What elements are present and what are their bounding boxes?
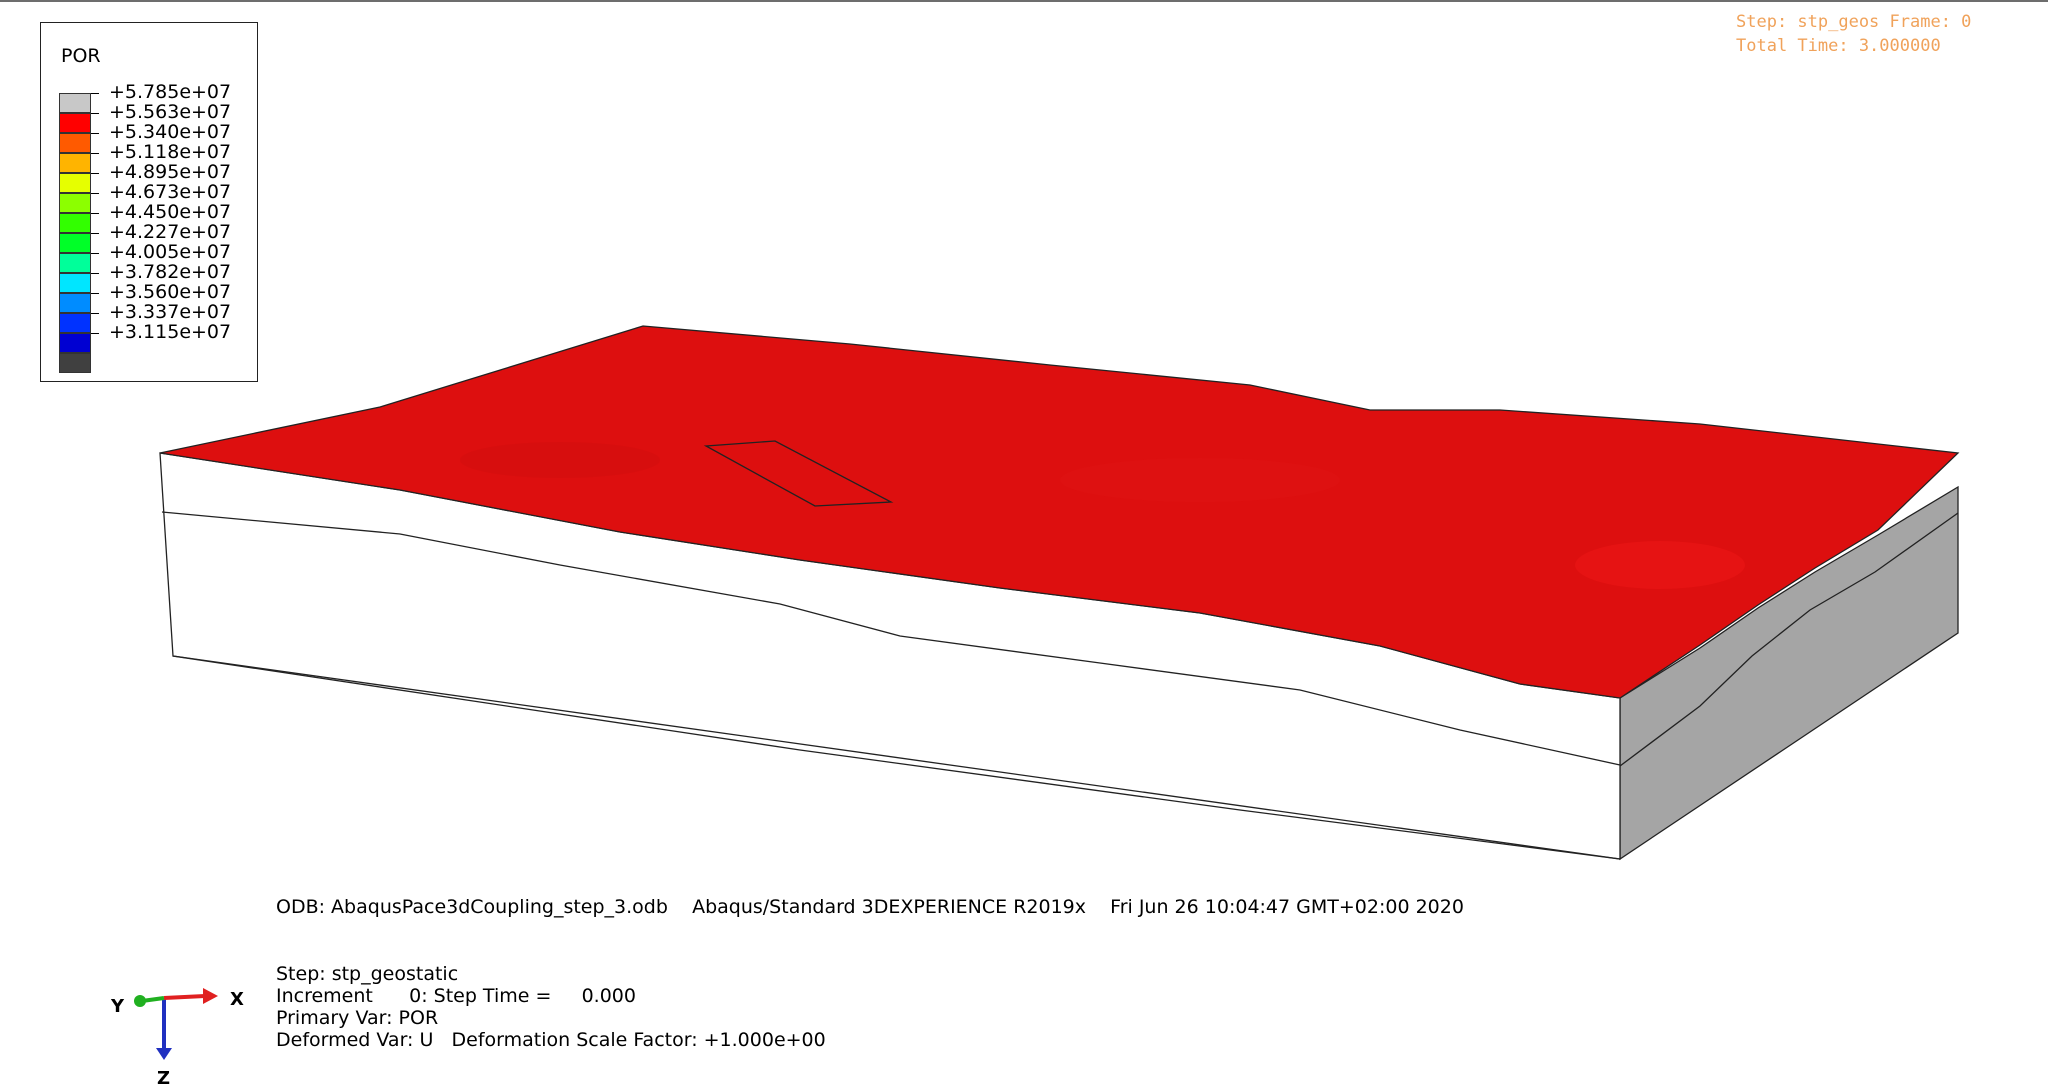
legend-row: +5.118e+07	[59, 141, 259, 173]
legend-row: +4.895e+07	[59, 161, 259, 193]
legend-row: +3.115e+07	[59, 321, 259, 353]
triad-label-x: X	[230, 989, 244, 1010]
contour-legend[interactable]: POR +5.785e+07 +5.563e+07 +5.340e+07 +5.118…	[40, 22, 258, 382]
legend-tick	[91, 93, 99, 94]
z-arrowhead-icon	[156, 1048, 172, 1060]
legend-value: +3.115e+07	[109, 321, 232, 343]
legend-row	[59, 343, 259, 373]
legend-swatch	[59, 193, 91, 213]
legend-tick	[91, 333, 99, 334]
step-frame-overlay: Step: stp_geos Frame: 0 Total Time: 3.000…	[1736, 10, 2036, 58]
legend-swatch	[59, 173, 91, 193]
legend-tick	[91, 253, 99, 254]
legend-value: +5.340e+07	[109, 121, 232, 143]
legend-row: +4.227e+07	[59, 221, 259, 253]
legend-row: +4.005e+07	[59, 241, 259, 273]
legend-row: +5.563e+07	[59, 101, 259, 133]
legend-tick	[91, 153, 99, 154]
total-time-text: Total Time: 3.000000	[1736, 36, 1941, 56]
legend-tick	[91, 293, 99, 294]
step-name-text: Step: stp_geostatic	[276, 963, 459, 985]
legend-swatch	[59, 333, 91, 353]
increment-text: Increment 0: Step Time = 0.000	[276, 985, 636, 1007]
legend-value: +4.895e+07	[109, 161, 232, 183]
viewport-top-border	[0, 0, 2048, 2]
legend-tick	[91, 113, 99, 114]
model-top-surface	[159, 325, 1960, 699]
legend-value: +5.118e+07	[109, 141, 232, 163]
surface-shade	[1575, 541, 1745, 589]
fault-outline	[703, 440, 894, 507]
legend-tick	[91, 193, 99, 194]
legend-value: +3.337e+07	[109, 301, 232, 323]
legend-value: +3.560e+07	[109, 281, 232, 303]
legend-row: +3.560e+07	[59, 281, 259, 313]
legend-row: +4.450e+07	[59, 201, 259, 233]
legend-row: +3.337e+07	[59, 301, 259, 333]
legend-swatch	[59, 253, 91, 273]
legend-value: +5.563e+07	[109, 101, 232, 123]
deformed-var-text: Deformed Var: U Deformation Scale Factor…	[276, 1029, 826, 1051]
y-axis-end-icon	[134, 995, 146, 1007]
front-face-layer-boundary	[161, 511, 1621, 766]
legend-tick	[91, 173, 99, 174]
x-axis-icon	[163, 994, 206, 1000]
legend-tick	[91, 273, 99, 274]
legend-swatch	[59, 93, 91, 113]
legend-title: POR	[61, 45, 101, 67]
legend-swatch	[59, 153, 91, 173]
legend-row: +5.785e+07	[59, 81, 259, 113]
legend-swatch	[59, 233, 91, 253]
legend-value: +3.782e+07	[109, 261, 232, 283]
legend-swatch	[59, 213, 91, 233]
step-frame-text: Step: stp_geos Frame: 0	[1736, 12, 1972, 32]
legend-tick	[91, 213, 99, 214]
legend-tick	[91, 313, 99, 314]
right-face-layer-boundary	[1619, 512, 1959, 767]
view-triad[interactable]: X Y Z	[100, 960, 260, 1090]
triad-label-z: Z	[157, 1068, 170, 1089]
legend-tick	[91, 133, 99, 134]
legend-swatch	[59, 313, 91, 333]
legend-tick	[91, 233, 99, 234]
state-info-block: Step: stp_geostatic Increment 0: Step Tim…	[276, 963, 826, 1051]
legend-value: +4.005e+07	[109, 241, 232, 263]
legend-swatch	[59, 353, 91, 373]
legend-swatch	[59, 293, 91, 313]
legend-value: +4.227e+07	[109, 221, 232, 243]
surface-shade	[460, 442, 660, 478]
surface-shade	[1060, 458, 1340, 502]
primary-var-text: Primary Var: POR	[276, 1007, 439, 1029]
legend-row: +5.340e+07	[59, 121, 259, 153]
model-right-face	[1619, 485, 1959, 861]
legend-value: +4.673e+07	[109, 181, 232, 203]
triad-label-y: Y	[110, 996, 125, 1017]
legend-row: +4.673e+07	[59, 181, 259, 213]
x-arrowhead-icon	[203, 988, 218, 1004]
legend-row: +3.782e+07	[59, 261, 259, 293]
odb-info-line: ODB: AbaqusPace3dCoupling_step_3.odb Aba…	[276, 896, 1464, 918]
legend-value: +5.785e+07	[109, 81, 232, 103]
legend-swatch	[59, 133, 91, 153]
legend-swatch	[59, 273, 91, 293]
legend-value: +4.450e+07	[109, 201, 232, 223]
front-face-bottom-edge	[172, 655, 1621, 860]
legend-swatch	[59, 113, 91, 133]
